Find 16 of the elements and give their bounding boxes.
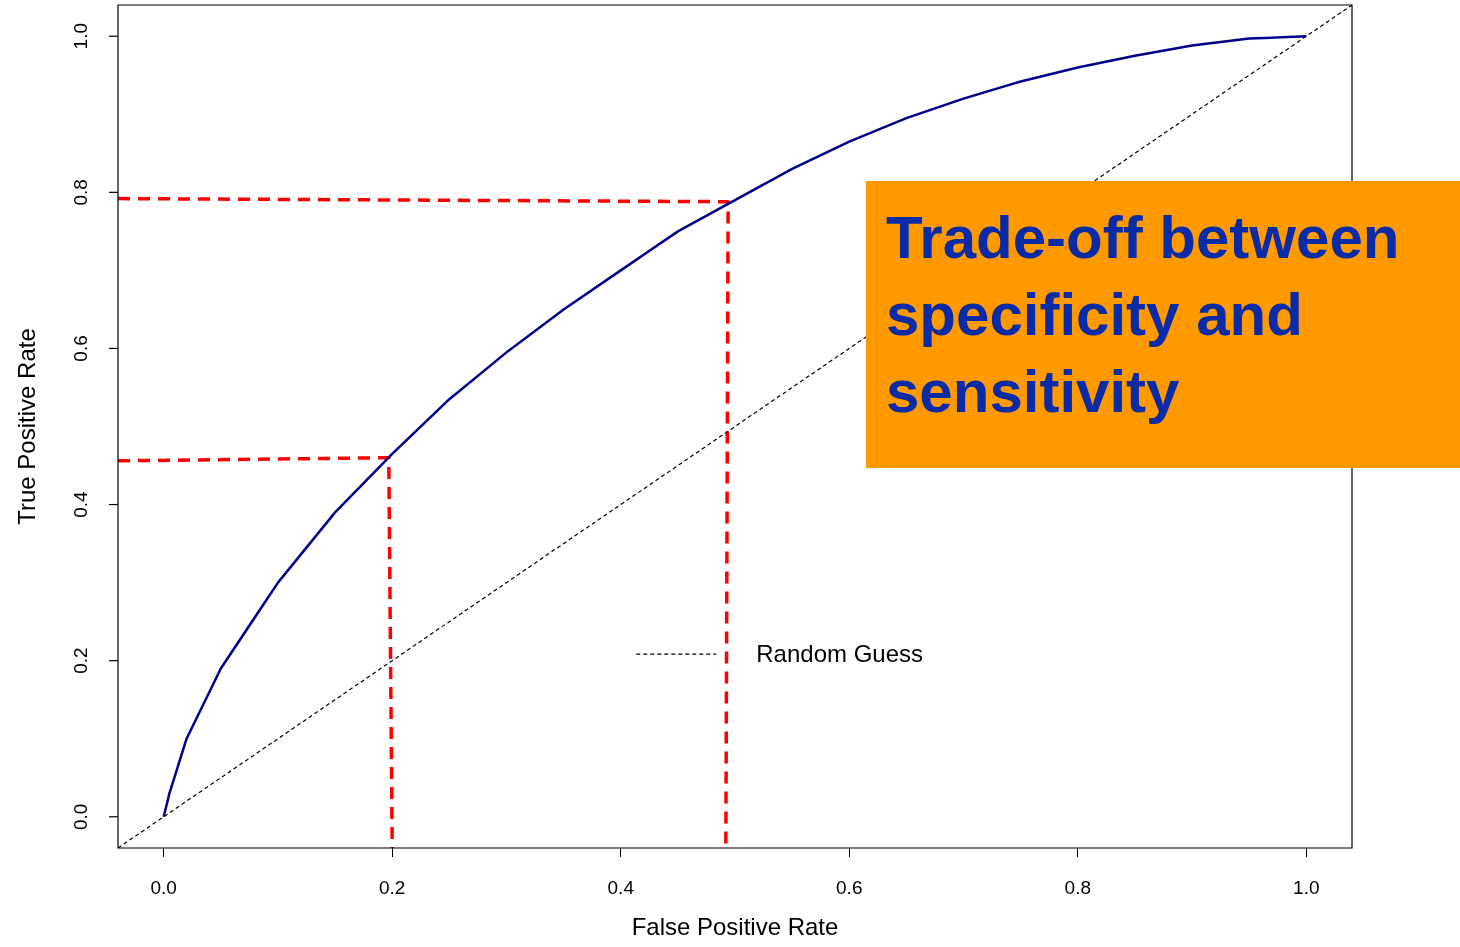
x-tick-label: 0.4 xyxy=(607,876,635,898)
y-tick-label: 0.6 xyxy=(70,335,92,362)
x-tick-label: 0.0 xyxy=(150,876,177,898)
x-tick-label: 1.0 xyxy=(1293,876,1320,898)
y-tick-label: 1.0 xyxy=(70,23,92,50)
y-axis-title: True Positive Rate xyxy=(12,328,40,525)
x-tick-label: 0.8 xyxy=(1064,876,1091,898)
legend-label: Random Guess xyxy=(756,639,924,667)
y-tick-label: 0.8 xyxy=(70,179,92,206)
annotation: Trade-off between specificity and sensitivity xyxy=(866,181,1460,468)
y-tick-label: 0.4 xyxy=(70,490,92,518)
x-tick-label: 0.6 xyxy=(836,876,863,898)
y-tick-label: 0.2 xyxy=(70,647,92,674)
x-tick-label: 0.2 xyxy=(379,876,406,898)
x-axis-title: False Positive Rate xyxy=(631,913,839,941)
y-tick-label: 0.0 xyxy=(70,803,92,830)
